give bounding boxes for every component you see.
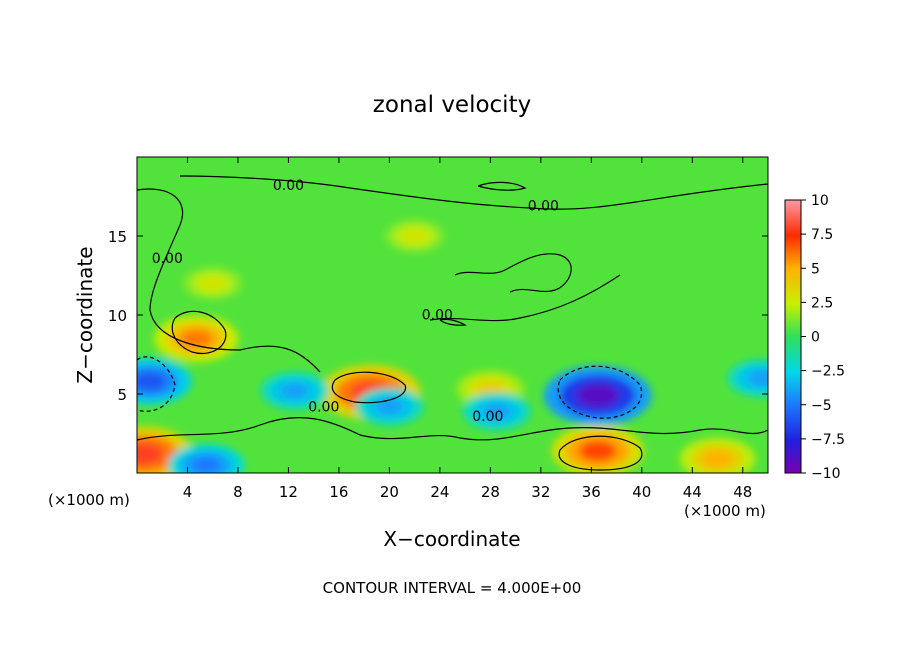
contour-label-4: 0.00 bbox=[308, 399, 339, 415]
field-max-4-level-2 bbox=[702, 450, 733, 468]
field-max-3-level-2 bbox=[579, 440, 617, 462]
colorbar-tick-label-0: 10 bbox=[811, 193, 829, 209]
contour-label-5: 0.00 bbox=[472, 409, 503, 425]
contour-label-1: 0.00 bbox=[528, 199, 559, 215]
x-tick-label-24: 24 bbox=[430, 483, 449, 501]
contour-label-2: 0.00 bbox=[152, 251, 183, 267]
zero-contour-top bbox=[179, 175, 768, 210]
zero-contour-cloud-1 bbox=[454, 253, 572, 293]
colorbar-tick-label-2: 5 bbox=[811, 261, 820, 277]
field-max-0-level-2 bbox=[137, 443, 164, 466]
contour-label-3: 0.00 bbox=[422, 308, 453, 324]
colorbar: 10 7.5 5 2.5 0 −2.5 −5 −7.5 −10 bbox=[784, 193, 845, 482]
zero-contour-left bbox=[137, 188, 321, 373]
contour-label-0: 0.00 bbox=[273, 178, 304, 194]
colorbar-tick-label-6: −5 bbox=[811, 398, 832, 414]
x-tick-label-4: 4 bbox=[183, 483, 193, 501]
field-background bbox=[137, 157, 768, 473]
zero-contour-ring-right-min bbox=[557, 365, 643, 419]
y-tick-label-5: 5 bbox=[117, 386, 127, 404]
colorbar-tick-label-8: −10 bbox=[811, 466, 841, 482]
zero-contour-mid bbox=[429, 274, 621, 322]
x-tick-label-32: 32 bbox=[531, 483, 550, 501]
colorbar-tick-label-5: −2.5 bbox=[811, 364, 845, 380]
colorbar-tick-label-4: 0 bbox=[811, 330, 820, 346]
field-min-7-level-2 bbox=[576, 383, 620, 408]
y-tick-label-15: 15 bbox=[108, 228, 127, 246]
field-min-6-level-2 bbox=[137, 372, 167, 391]
x-tick-label-16: 16 bbox=[329, 483, 348, 501]
contour-field: 0.00 0.00 0.00 0.00 0.00 0.00 bbox=[137, 157, 768, 473]
x-tick-label-20: 20 bbox=[380, 483, 399, 501]
colorbar-tick-label-3: 2.5 bbox=[811, 295, 833, 311]
zero-contour-ring-bottom-max bbox=[558, 435, 643, 471]
x-unit-left: (×1000 m) bbox=[48, 491, 130, 509]
x-tick-label-28: 28 bbox=[481, 483, 500, 501]
chart-title: zonal velocity bbox=[373, 92, 531, 118]
field-max-13-level-2 bbox=[402, 229, 427, 243]
field-max-14-level-2 bbox=[200, 276, 225, 291]
x-tick-label-36: 36 bbox=[582, 483, 601, 501]
colorbar-tick-label-7: −7.5 bbox=[811, 432, 845, 448]
zero-contour-lower bbox=[137, 416, 768, 441]
x-tick-label-48: 48 bbox=[733, 483, 752, 501]
x-tick-label-40: 40 bbox=[632, 483, 651, 501]
y-axis-label: Z−coordinate bbox=[73, 246, 97, 383]
x-tick-label-12: 12 bbox=[279, 483, 298, 501]
y-tick-label-10: 10 bbox=[108, 307, 127, 325]
field-min-11-level-2 bbox=[748, 370, 768, 386]
x-unit-right: (×1000 m) bbox=[684, 502, 766, 520]
field-min-8-level-2 bbox=[281, 383, 309, 399]
colorbar-gradient bbox=[784, 199, 802, 474]
zero-contour-ring-left-min bbox=[137, 356, 176, 412]
zero-contour-ring-left-max bbox=[171, 310, 227, 354]
x-tick-label-44: 44 bbox=[683, 483, 702, 501]
contour-interval-note: CONTOUR INTERVAL = 4.000E+00 bbox=[323, 579, 582, 597]
zero-contour-cloud-2 bbox=[477, 181, 527, 191]
x-axis-label: X−coordinate bbox=[383, 527, 520, 551]
colorbar-tick-label-1: 7.5 bbox=[811, 227, 833, 243]
zero-contour-cloud-3 bbox=[439, 318, 467, 326]
field-min-9-level-2 bbox=[375, 399, 403, 415]
x-tick-label-8: 8 bbox=[233, 483, 243, 501]
field-min-12-level-2 bbox=[483, 403, 511, 419]
field-min-10-level-2 bbox=[191, 456, 222, 473]
zero-contour-ring-mid-max bbox=[331, 371, 407, 404]
